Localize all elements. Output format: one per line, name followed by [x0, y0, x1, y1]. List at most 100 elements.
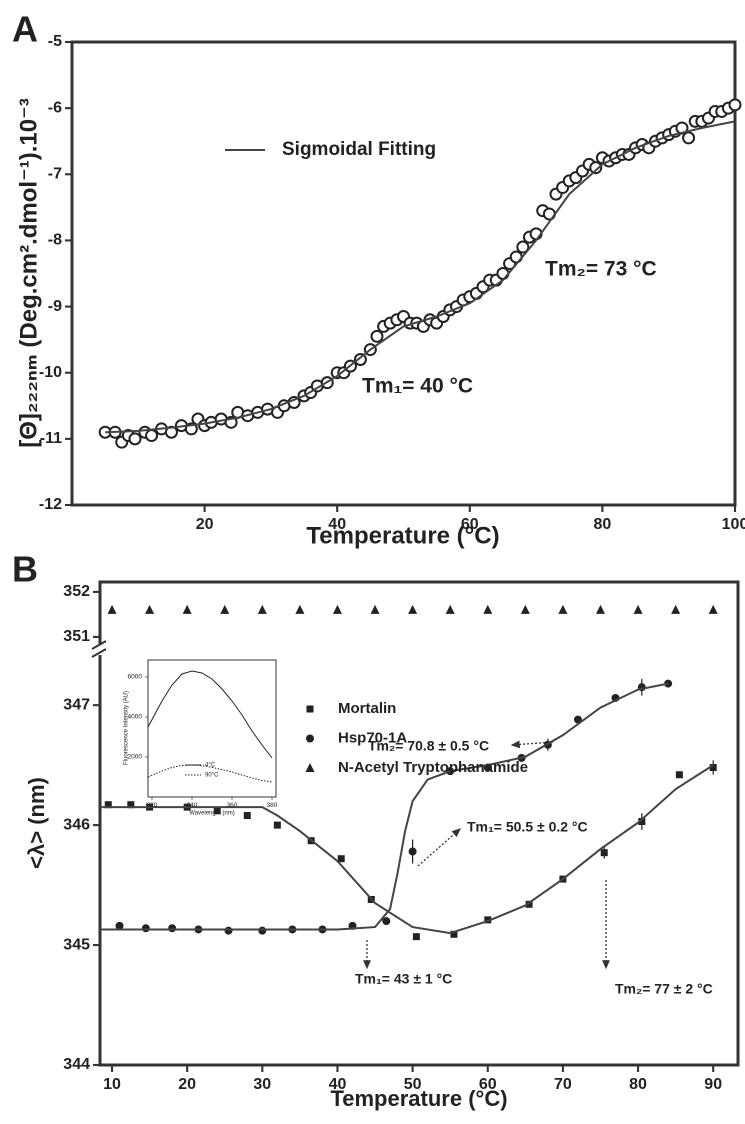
x-tick-label: 90: [704, 1076, 722, 1093]
y-tick-label: 2000: [128, 754, 143, 761]
legend-label: 4°C: [205, 763, 216, 769]
data-point: [708, 604, 718, 614]
fit-line: [105, 120, 736, 434]
data-point: [127, 801, 135, 809]
data-point: [224, 926, 233, 935]
data-point: [589, 161, 603, 175]
data-point: [483, 604, 493, 614]
y-tick-label: 352: [63, 583, 90, 600]
data-point: [682, 131, 696, 145]
y-tick-label: 351: [63, 628, 90, 645]
y-tick-label: -11: [40, 430, 62, 447]
fit-line: [100, 764, 714, 935]
y-tick-label: -5: [48, 33, 62, 50]
x-tick-label: 60: [479, 1076, 497, 1093]
data-point: [332, 604, 342, 614]
fit-line: [147, 670, 273, 759]
y-tick-label: -6: [48, 99, 62, 116]
data-point: [370, 604, 380, 614]
data-point: [408, 604, 418, 614]
axis-break-mark: [91, 648, 107, 658]
data-point: [273, 821, 281, 829]
data-point: [709, 764, 717, 772]
plot-frame: [70, 40, 737, 507]
x-tick-label: 80: [594, 516, 612, 533]
data-point: [337, 855, 345, 863]
data-point: [145, 604, 155, 614]
plot-frame: [147, 659, 277, 798]
data-point: [671, 604, 681, 614]
data-point: [520, 604, 530, 614]
data-point: [145, 429, 159, 443]
annotation: Tm₂= 70.8 ± 0.5 °C: [368, 738, 489, 754]
data-point: [213, 807, 221, 815]
legend-label: Mortalin: [338, 700, 396, 717]
y-axis-label: [Θ]₂₂₂ₙₘ (Deg.cm².dmol⁻¹).10⁻³: [15, 98, 42, 448]
data-point: [104, 801, 112, 809]
x-tick-label: 80: [629, 1076, 647, 1093]
data-point: [484, 916, 492, 924]
data-point: [115, 921, 124, 930]
x-tick-label: 100: [722, 516, 745, 533]
data-point: [633, 604, 643, 614]
fit-line: [100, 682, 669, 931]
data-point: [168, 924, 177, 933]
y-tick-label: 346: [63, 816, 90, 833]
y-tick-label: 344: [63, 1056, 90, 1073]
data-point: [638, 818, 646, 826]
annotation: Tm₂= 77 ± 2 °C: [615, 981, 713, 997]
x-tick-label: 360: [227, 802, 238, 809]
data-point: [370, 329, 384, 343]
data-point: [128, 432, 142, 446]
data-point: [595, 604, 605, 614]
data-point: [353, 352, 367, 366]
data-point: [558, 604, 568, 614]
x-tick-label: 20: [196, 516, 214, 533]
fit-line: [147, 764, 273, 783]
data-point: [243, 812, 251, 820]
panel-label: B: [12, 549, 38, 590]
y-tick-label: -12: [39, 496, 62, 513]
axis-break-gap: [96, 645, 104, 655]
legend-label: N-Acetyl Tryptophanamide: [338, 759, 528, 776]
data-point: [525, 900, 533, 908]
y-tick-label: 345: [63, 936, 90, 953]
y-axis-label: <λ> (nm): [24, 777, 49, 869]
annotation: Tm₁= 50.5 ± 0.2 °C: [467, 819, 588, 835]
x-tick-label: 40: [329, 1076, 347, 1093]
x-tick-label: 40: [328, 516, 346, 533]
data-point: [295, 604, 305, 614]
y-tick-label: 347: [63, 696, 90, 713]
data-point: [600, 849, 608, 857]
y-tick-label: -7: [48, 166, 62, 183]
data-point: [496, 267, 510, 280]
data-point: [516, 240, 530, 254]
annotation: Tm₂= 73 °C: [545, 258, 657, 281]
plot-frame: [98, 580, 740, 1067]
y-tick-label: -10: [39, 364, 62, 381]
data-point: [408, 847, 417, 856]
x-tick-label: 60: [461, 516, 479, 533]
legend-label: Hsp70-1A: [338, 729, 407, 746]
data-point: [445, 604, 455, 614]
axis-break-mark: [91, 640, 107, 650]
data-point: [107, 604, 117, 614]
annotation-arrow: [510, 740, 554, 749]
data-point: [675, 771, 683, 779]
x-tick-label: 50: [404, 1076, 422, 1093]
y-tick-label: -9: [48, 298, 62, 315]
x-tick-label: 70: [554, 1076, 572, 1093]
x-tick-label: 20: [178, 1076, 196, 1093]
data-point: [728, 98, 742, 112]
data-point: [220, 604, 230, 614]
x-axis-label: Temperature (°C): [306, 522, 499, 549]
x-axis-label: Wavelenght (nm): [189, 811, 234, 817]
y-tick-label: 4000: [128, 714, 143, 721]
data-point: [258, 926, 267, 935]
data-point: [306, 705, 314, 713]
x-axis-label: Temperature (°C): [330, 1086, 507, 1111]
x-tick-label: 30: [253, 1076, 271, 1093]
annotation-arrow: [417, 828, 461, 867]
y-tick-label: 6000: [128, 674, 143, 681]
